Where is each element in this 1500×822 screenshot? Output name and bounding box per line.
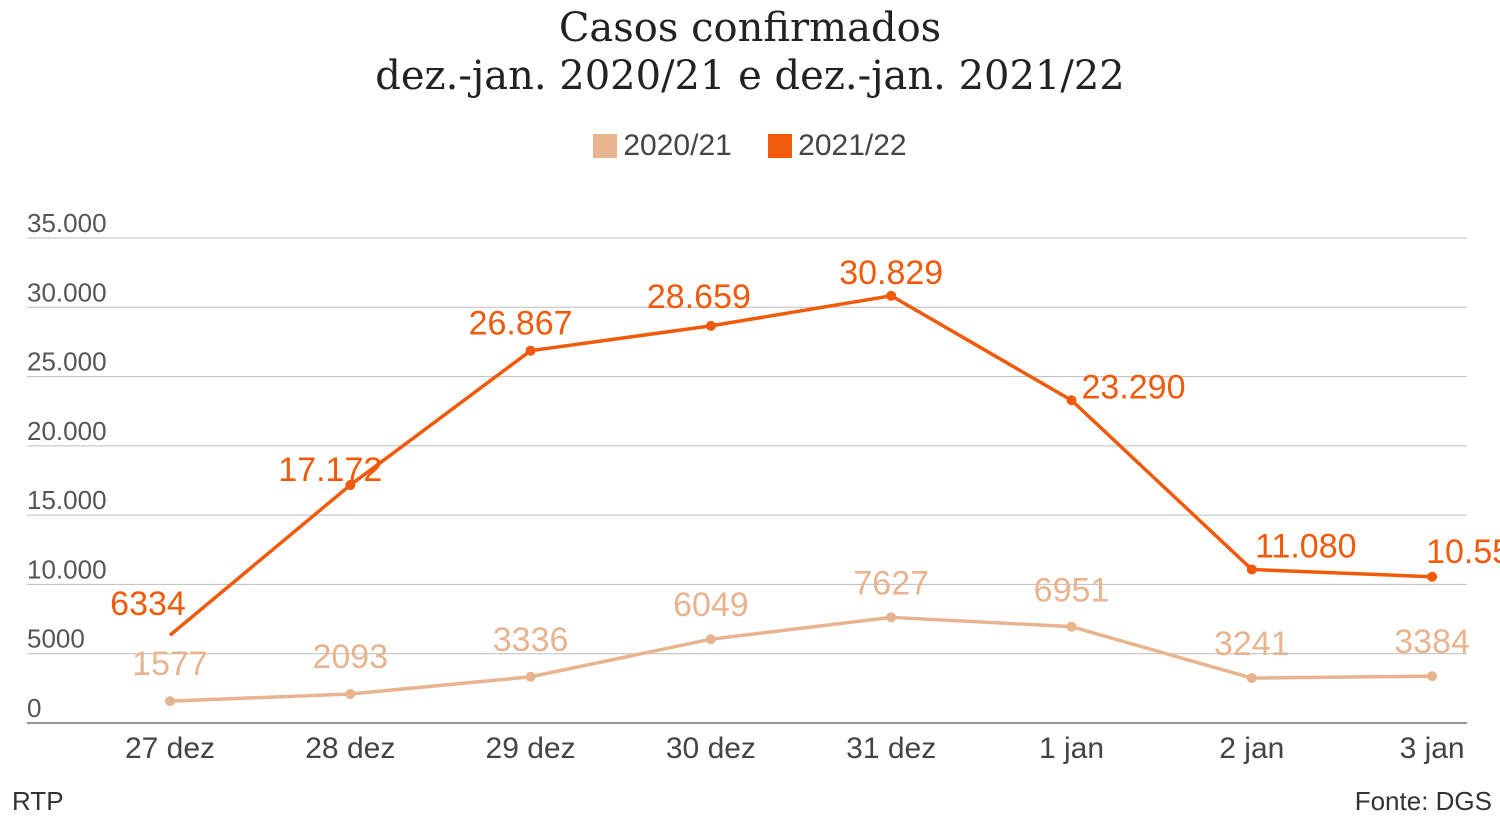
data-point <box>1066 395 1077 406</box>
y-tick-label: 20.000 <box>27 416 107 446</box>
chart-title: Casos confirmados dez.-jan. 2020/21 e de… <box>0 4 1500 100</box>
footer-credit: RTP <box>12 786 64 816</box>
y-tick-label: 30.000 <box>27 277 107 307</box>
data-label: 23.290 <box>1082 368 1186 406</box>
data-point <box>886 290 897 301</box>
data-point <box>165 696 175 707</box>
y-tick-label: 15.000 <box>27 485 107 515</box>
x-tick-label: 29 dez <box>486 732 576 765</box>
chart-title-line-2: dez.-jan. 2020/21 e dez.-jan. 2021/22 <box>375 53 1125 99</box>
x-tick-label: 3 jan <box>1400 732 1465 765</box>
data-label: 6334 <box>110 585 186 623</box>
data-label: 17.172 <box>278 451 382 489</box>
legend-label-2020-21: 2020/21 <box>623 129 732 163</box>
data-point <box>525 345 536 356</box>
y-tick-label: 35.000 <box>27 208 107 238</box>
series-line-2020-21 <box>169 615 1433 703</box>
data-label: 3241 <box>1214 625 1290 663</box>
data-label: 3336 <box>493 621 569 659</box>
data-label: 26.867 <box>469 305 573 343</box>
data-point <box>705 634 716 645</box>
chart-legend: 2020/21 2021/22 <box>0 128 1500 163</box>
x-tick-label: 1 jan <box>1039 732 1104 765</box>
legend-label-2021-22: 2021/22 <box>798 129 907 163</box>
series-line-2021-22 <box>168 294 1433 637</box>
data-label: 11.080 <box>1255 527 1356 565</box>
footer-source: Fonte: DGS <box>1354 786 1492 816</box>
data-point <box>525 671 536 682</box>
x-tick-label: 27 dez <box>125 732 215 765</box>
data-label: 6951 <box>1034 572 1110 610</box>
chart-title-line-1: Casos confirmados <box>558 5 942 51</box>
legend-item-2021-22[interactable]: 2021/22 <box>768 129 907 163</box>
legend-swatch-2020-21 <box>593 134 618 159</box>
data-point <box>1246 673 1257 684</box>
legend-swatch-2021-22 <box>768 134 793 159</box>
x-tick-label: 28 dez <box>305 732 395 765</box>
y-tick-label: 5000 <box>27 624 85 654</box>
x-tick-label: 31 dez <box>846 732 936 765</box>
x-tick-label: 2 jan <box>1219 732 1284 765</box>
data-point <box>345 480 356 491</box>
data-point <box>1427 571 1438 582</box>
data-point <box>1066 621 1077 632</box>
data-point <box>1246 564 1257 575</box>
data-point <box>886 612 897 623</box>
data-label: 3384 <box>1394 623 1470 661</box>
y-tick-label: 0 <box>27 693 41 723</box>
x-tick-label: 30 dez <box>666 732 756 765</box>
data-label: 7627 <box>853 564 929 602</box>
data-label: 6049 <box>673 586 749 624</box>
legend-item-2020-21[interactable]: 2020/21 <box>593 129 732 163</box>
data-point <box>1427 671 1438 682</box>
data-point <box>705 320 716 331</box>
data-label: 10.554 <box>1426 533 1500 571</box>
y-tick-label: 10.000 <box>27 554 107 584</box>
data-point <box>345 688 356 699</box>
data-label: 2093 <box>312 638 388 676</box>
data-label: 30.829 <box>839 254 943 292</box>
data-label: 28.659 <box>647 278 751 316</box>
data-label: 1577 <box>132 645 208 683</box>
y-tick-label: 25.000 <box>27 347 107 377</box>
